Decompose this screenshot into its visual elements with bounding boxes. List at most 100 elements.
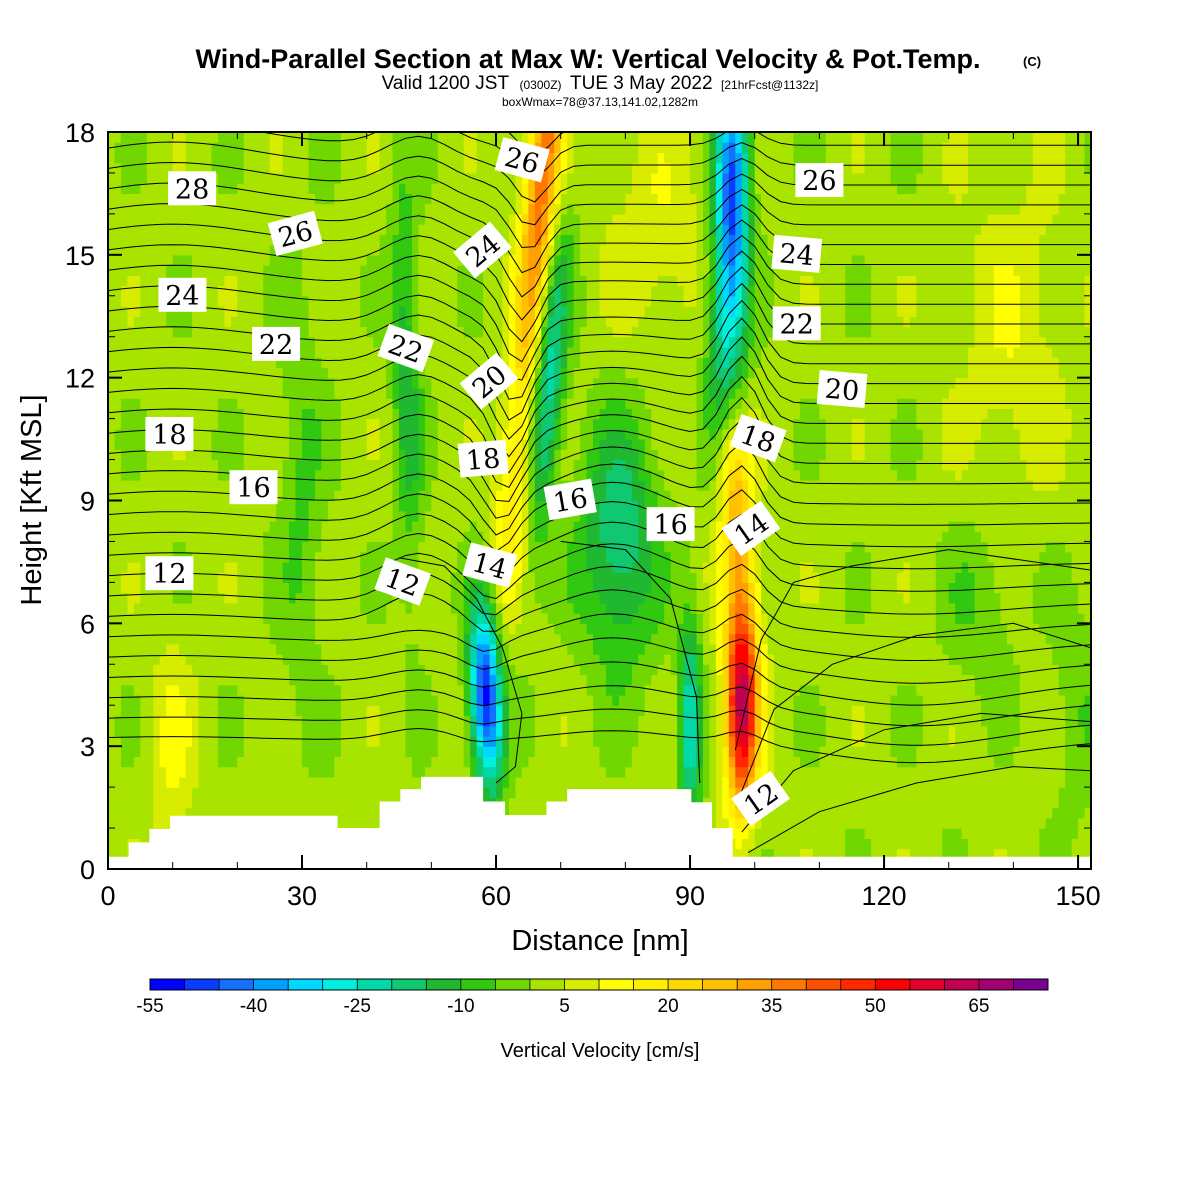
- field-cell: [230, 643, 238, 655]
- field-cell: [133, 623, 141, 635]
- field-cell: [463, 766, 471, 778]
- field-cell: [437, 643, 445, 655]
- field-cell: [521, 776, 529, 788]
- field-cell: [424, 132, 432, 143]
- field-cell: [256, 428, 264, 440]
- field-cell: [230, 551, 238, 563]
- field-cell: [347, 817, 355, 829]
- field-cell: [211, 132, 219, 143]
- field-cell: [127, 623, 135, 635]
- field-cell: [269, 275, 277, 287]
- field-cell: [547, 162, 555, 174]
- field-cell: [179, 387, 187, 399]
- field-cell: [392, 664, 400, 676]
- field-cell: [237, 439, 245, 450]
- field-cell: [140, 776, 148, 788]
- field-cell: [424, 551, 432, 563]
- field-cell: [120, 592, 128, 604]
- field-cell: [127, 254, 135, 266]
- field-cell: [211, 295, 219, 307]
- field-cell: [302, 357, 310, 369]
- field-cell: [314, 172, 323, 184]
- field-cell: [295, 582, 303, 594]
- field-cell: [450, 295, 458, 307]
- field-cell: [114, 244, 122, 256]
- field-cell: [334, 418, 342, 430]
- field-cell: [360, 705, 368, 717]
- field-cell: [463, 674, 471, 686]
- field-cell: [508, 766, 517, 778]
- field-cell: [127, 766, 135, 778]
- field-cell: [521, 224, 529, 235]
- field-cell: [224, 694, 232, 706]
- field-cell: [353, 295, 361, 307]
- field-cell: [276, 561, 284, 573]
- field-cell: [534, 439, 542, 450]
- field-cell: [327, 807, 335, 819]
- field-cell: [502, 234, 510, 246]
- field-cell: [185, 469, 193, 481]
- field-cell: [243, 613, 251, 624]
- field-cell: [431, 674, 439, 686]
- field-cell: [289, 275, 297, 287]
- field-cell: [424, 602, 432, 614]
- field-cell: [502, 213, 510, 225]
- field-cell: [483, 510, 491, 522]
- field-cell: [282, 787, 290, 798]
- field-cell: [450, 377, 458, 389]
- field-cell: [444, 367, 452, 379]
- field-cell: [314, 725, 323, 737]
- field-cell: [534, 428, 542, 440]
- field-cell: [140, 746, 148, 758]
- field-cell: [340, 162, 348, 174]
- field-cell: [120, 838, 128, 850]
- field-cell: [399, 254, 407, 266]
- field-cell: [140, 142, 148, 154]
- field-cell: [269, 776, 277, 788]
- field-cell: [172, 490, 180, 502]
- field-cell: [302, 551, 310, 563]
- field-cell: [386, 203, 394, 215]
- field-cell: [205, 398, 213, 409]
- field-cell: [211, 705, 219, 717]
- field-cell: [166, 776, 174, 788]
- field-cell: [263, 162, 271, 174]
- field-cell: [308, 520, 316, 532]
- field-cell: [334, 500, 342, 512]
- field-cell: [444, 295, 452, 307]
- field-cell: [334, 316, 342, 328]
- field-cell: [399, 408, 407, 420]
- field-cell: [192, 244, 200, 256]
- field-cell: [424, 582, 432, 594]
- field-cell: [437, 490, 445, 502]
- field-cell: [263, 316, 271, 328]
- field-cell: [392, 694, 400, 706]
- field-cell: [159, 459, 167, 471]
- field-cell: [308, 162, 316, 174]
- field-cell: [140, 766, 148, 778]
- field-cell: [470, 664, 478, 676]
- field-cell: [314, 346, 323, 358]
- field-cell: [140, 643, 148, 655]
- field-cell: [217, 428, 226, 440]
- field-cell: [340, 142, 348, 154]
- field-cell: [353, 500, 361, 512]
- field-cell: [360, 162, 368, 174]
- field-cell: [547, 336, 555, 348]
- field-cell: [366, 531, 374, 543]
- field-cell: [444, 459, 452, 471]
- field-cell: [353, 132, 361, 143]
- field-cell: [521, 346, 529, 358]
- field-cell: [340, 725, 348, 737]
- field-cell: [159, 766, 167, 778]
- field-cell: [340, 418, 348, 430]
- field-cell: [140, 613, 148, 624]
- field-cell: [159, 367, 167, 379]
- field-cell: [308, 306, 316, 317]
- field-cell: [185, 152, 193, 164]
- field-cell: [295, 623, 303, 635]
- field-cell: [108, 592, 116, 604]
- field-cell: [541, 520, 549, 532]
- field-cell: [379, 306, 387, 317]
- field-cell: [437, 735, 445, 747]
